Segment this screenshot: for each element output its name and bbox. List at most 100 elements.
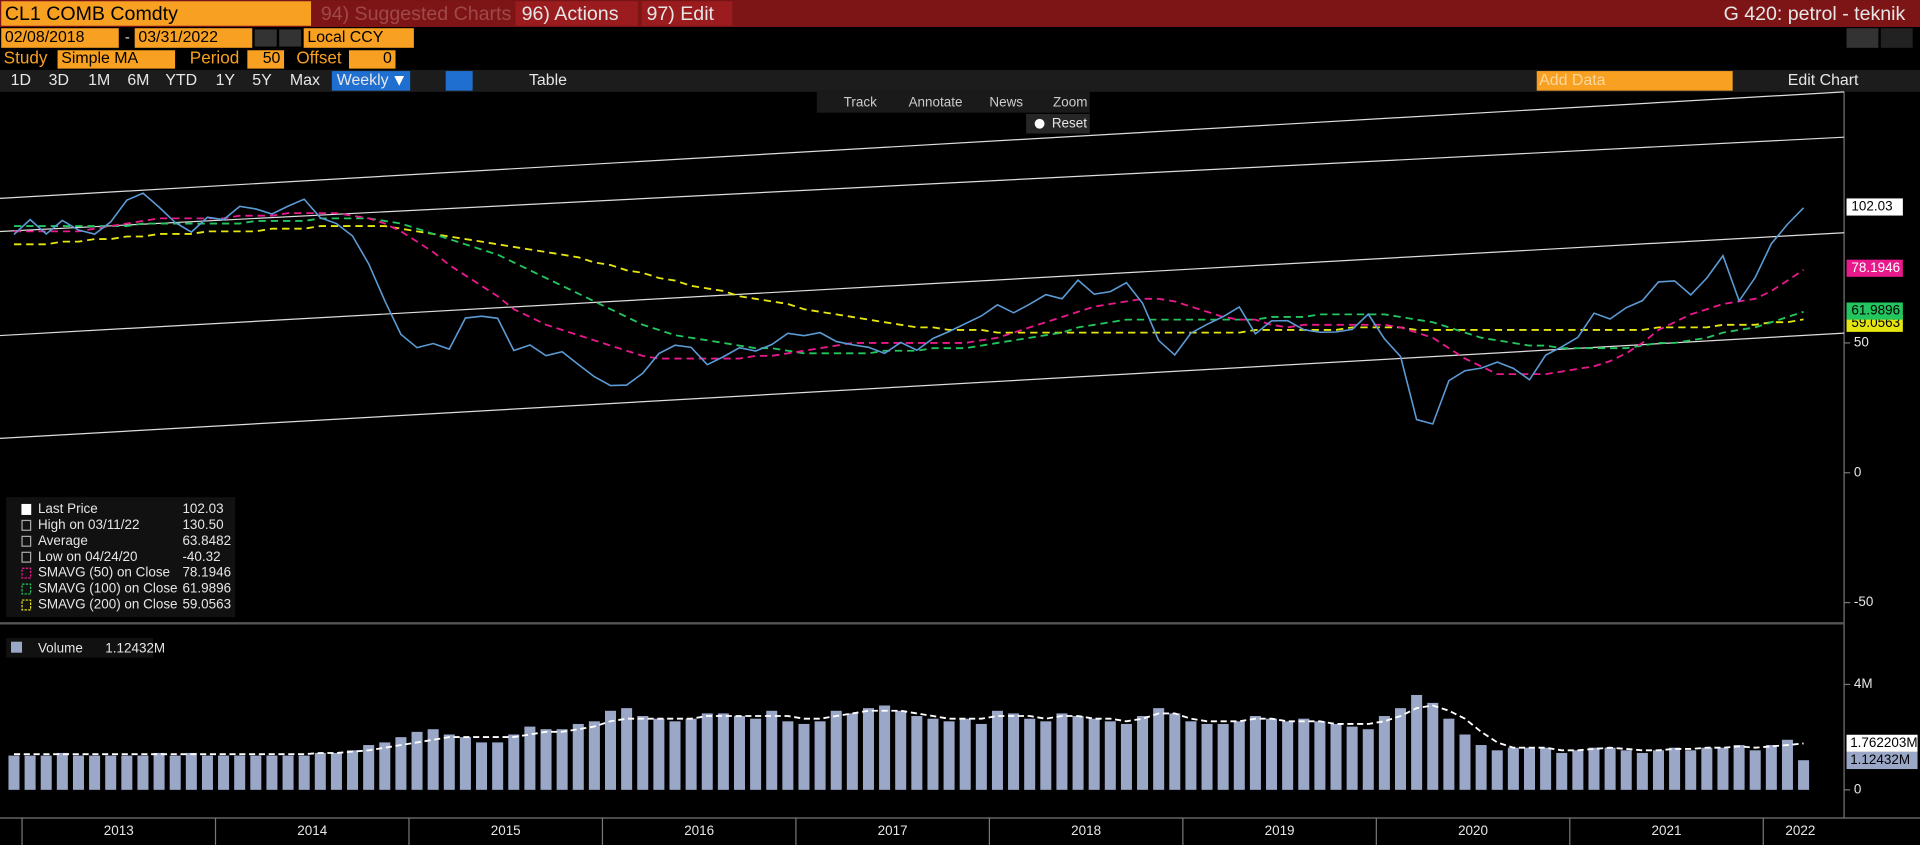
x-tick-label: 2016	[684, 823, 714, 838]
dropdown-icon	[394, 75, 405, 86]
volume-bar	[314, 752, 326, 790]
range-button[interactable]: 1M	[88, 72, 110, 89]
volume-bar	[1201, 723, 1213, 790]
chart-tool[interactable]: Track	[844, 94, 877, 109]
volume-legend-value: 1.12432M	[105, 641, 165, 656]
add-data[interactable]: Add Data	[1539, 72, 1605, 89]
x-tick-label: 2018	[1071, 823, 1101, 838]
next-button[interactable]	[279, 29, 302, 47]
reset[interactable]: Reset	[1052, 115, 1087, 130]
volume-bar	[524, 726, 536, 790]
volume-bar	[8, 755, 20, 790]
frequency[interactable]: Weekly	[337, 72, 389, 89]
currency[interactable]: Local CCY	[307, 29, 383, 46]
security[interactable]: CL1 COMB Comdty	[5, 3, 178, 25]
trend-lines	[0, 91, 1845, 440]
offset-input[interactable]	[348, 50, 396, 69]
edit[interactable]: 97) Edit	[647, 3, 715, 25]
offset[interactable]: 0	[383, 50, 392, 67]
x-tick-label: 2020	[1458, 823, 1488, 838]
volume-bar	[1685, 750, 1697, 790]
x-tick-label: 2015	[491, 823, 521, 838]
period-input[interactable]	[247, 50, 285, 69]
study[interactable]: Simple MA	[61, 50, 138, 67]
redo-button[interactable]	[1880, 28, 1913, 48]
end-date-input[interactable]	[134, 28, 253, 48]
currency-input[interactable]	[303, 28, 414, 48]
legend-value: 61.9896	[182, 581, 231, 596]
undo-button[interactable]	[1846, 28, 1879, 48]
x-tick-label: 2013	[104, 823, 134, 838]
prev-button[interactable]	[254, 29, 277, 47]
add-data-input[interactable]	[1536, 71, 1733, 91]
edit-button[interactable]	[641, 1, 733, 26]
range-button[interactable]: YTD	[165, 72, 197, 89]
volume-bar	[895, 710, 907, 790]
chart-tool[interactable]: Zoom	[1053, 94, 1087, 109]
frequency-button[interactable]	[331, 71, 411, 91]
volume-bar	[1669, 747, 1681, 790]
table-button[interactable]: Table	[529, 72, 567, 89]
volume-bar	[1217, 723, 1229, 790]
actions-button[interactable]	[515, 1, 638, 26]
range-button[interactable]: 3D	[49, 72, 69, 89]
volume-bar	[1395, 708, 1407, 790]
range-button[interactable]: 1D	[11, 72, 31, 89]
volume-bar	[975, 723, 987, 790]
period[interactable]: 50	[263, 50, 281, 67]
legend-swatch	[21, 551, 32, 563]
value-tag-label: 61.9896	[1851, 303, 1900, 318]
edit-chart[interactable]: Edit Chart	[1788, 72, 1859, 89]
study-input[interactable]	[57, 50, 176, 69]
volume-bar	[621, 708, 633, 790]
volume-bar	[218, 755, 230, 790]
series-line	[13, 704, 1804, 756]
volume-bar	[1088, 718, 1100, 790]
series-line	[13, 225, 1804, 334]
volume-bar	[1798, 760, 1810, 790]
x-tick-label: 2021	[1652, 823, 1682, 838]
volume-bar	[1346, 726, 1358, 790]
reset-button[interactable]	[1026, 113, 1090, 134]
x-tick-label: 2017	[878, 823, 908, 838]
legend-label: SMAVG (200) on Close	[38, 597, 178, 612]
volume-bar	[717, 713, 729, 790]
volume-bar	[1765, 745, 1777, 790]
page-title: G 420: petrol - teknik	[1724, 3, 1906, 25]
volume-bar	[1701, 747, 1713, 790]
volume-bar	[1153, 708, 1165, 790]
volume-bar	[1298, 718, 1310, 790]
volume-bar	[862, 708, 874, 790]
volume-bar	[1008, 713, 1020, 790]
start-date[interactable]: 02/08/2018	[5, 29, 85, 46]
range-button[interactable]: 1Y	[216, 72, 236, 89]
range-button[interactable]: 6M	[127, 72, 149, 89]
actions[interactable]: 96) Actions	[522, 3, 619, 25]
volume-bar	[1459, 734, 1471, 790]
legend-label: Average	[38, 533, 88, 548]
volume-bar	[1362, 729, 1374, 790]
legend-swatch	[21, 567, 32, 579]
range-button[interactable]: Max	[290, 72, 320, 89]
legend-label: SMAVG (50) on Close	[38, 565, 170, 580]
security-input[interactable]	[1, 1, 312, 26]
start-date-input[interactable]	[1, 28, 119, 48]
candle-button[interactable]	[445, 71, 473, 91]
volume-bar	[846, 713, 858, 790]
range-button[interactable]: 5Y	[252, 72, 272, 89]
volume-bar	[1443, 718, 1455, 790]
suggested-charts[interactable]: 94) Suggested Charts	[321, 3, 512, 25]
chart-tool[interactable]: News	[989, 94, 1023, 109]
volume-bar	[234, 755, 246, 790]
volume-bar	[814, 721, 826, 790]
volume-bar	[1137, 716, 1149, 790]
end-date[interactable]: 03/31/2022	[138, 29, 218, 46]
chart-tool[interactable]: Annotate	[909, 94, 963, 109]
x-tick-label: 2022	[1785, 823, 1815, 838]
volume-bar	[24, 755, 36, 790]
volume-bar	[1491, 750, 1503, 790]
volume-bar	[1104, 721, 1116, 790]
legend-label: SMAVG (100) on Close	[38, 581, 178, 596]
volume-bar	[153, 752, 165, 790]
volume-bar	[1185, 721, 1197, 790]
